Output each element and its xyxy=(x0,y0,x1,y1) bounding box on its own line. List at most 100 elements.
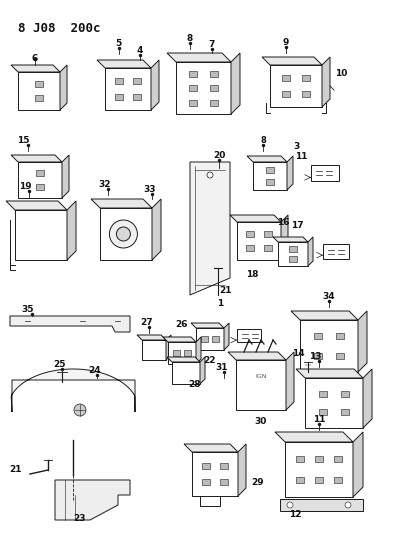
Polygon shape xyxy=(192,452,238,496)
Text: 35: 35 xyxy=(22,305,34,314)
Polygon shape xyxy=(253,162,287,190)
Polygon shape xyxy=(281,215,288,260)
Polygon shape xyxy=(334,456,342,462)
Polygon shape xyxy=(210,70,218,77)
Text: 6: 6 xyxy=(32,54,38,63)
Text: 31: 31 xyxy=(216,363,228,372)
Text: 8: 8 xyxy=(187,34,193,43)
Polygon shape xyxy=(236,360,286,410)
Text: 19: 19 xyxy=(19,182,31,191)
Polygon shape xyxy=(200,357,205,384)
Polygon shape xyxy=(296,456,304,462)
Text: 8: 8 xyxy=(260,136,266,145)
Polygon shape xyxy=(287,156,293,190)
Polygon shape xyxy=(11,65,60,72)
Polygon shape xyxy=(296,369,363,378)
Text: 11: 11 xyxy=(313,415,325,424)
Polygon shape xyxy=(36,170,44,176)
Polygon shape xyxy=(55,480,130,520)
Polygon shape xyxy=(35,95,43,101)
Polygon shape xyxy=(341,409,349,415)
Polygon shape xyxy=(133,78,141,84)
Polygon shape xyxy=(202,463,210,469)
Polygon shape xyxy=(358,311,367,372)
Polygon shape xyxy=(167,53,231,62)
Text: 32: 32 xyxy=(99,180,111,189)
Polygon shape xyxy=(341,391,349,397)
Circle shape xyxy=(74,404,86,416)
Polygon shape xyxy=(173,350,179,356)
Text: 28: 28 xyxy=(188,380,201,389)
Text: 30: 30 xyxy=(255,417,267,426)
Polygon shape xyxy=(289,256,297,262)
Text: 26: 26 xyxy=(176,320,188,329)
Polygon shape xyxy=(190,162,230,295)
Polygon shape xyxy=(305,378,363,428)
Polygon shape xyxy=(273,237,308,242)
Polygon shape xyxy=(323,245,349,260)
Polygon shape xyxy=(196,328,224,350)
Polygon shape xyxy=(238,444,246,496)
Text: IGN: IGN xyxy=(255,374,267,378)
Polygon shape xyxy=(302,91,310,97)
Polygon shape xyxy=(314,353,322,359)
Polygon shape xyxy=(184,444,238,452)
Text: 25: 25 xyxy=(54,360,66,369)
Polygon shape xyxy=(166,335,171,360)
Polygon shape xyxy=(67,201,76,260)
Polygon shape xyxy=(11,155,62,162)
Polygon shape xyxy=(115,94,123,100)
Polygon shape xyxy=(62,155,69,198)
Polygon shape xyxy=(91,199,152,208)
Polygon shape xyxy=(264,245,271,252)
Polygon shape xyxy=(315,477,323,483)
Polygon shape xyxy=(237,222,281,260)
Polygon shape xyxy=(18,72,60,110)
Polygon shape xyxy=(105,68,151,110)
Polygon shape xyxy=(247,156,287,162)
Polygon shape xyxy=(176,62,231,114)
Polygon shape xyxy=(246,245,254,252)
Polygon shape xyxy=(237,329,261,342)
Text: 22: 22 xyxy=(204,356,216,365)
Text: 18: 18 xyxy=(246,270,258,279)
Polygon shape xyxy=(202,479,210,486)
Text: 9: 9 xyxy=(282,38,289,47)
Polygon shape xyxy=(11,369,135,412)
Polygon shape xyxy=(189,70,197,77)
Polygon shape xyxy=(163,337,196,342)
Polygon shape xyxy=(201,336,208,342)
Polygon shape xyxy=(278,242,308,266)
Polygon shape xyxy=(264,231,271,237)
Text: 13: 13 xyxy=(309,352,321,361)
Polygon shape xyxy=(15,210,67,260)
Polygon shape xyxy=(231,53,240,114)
Text: 24: 24 xyxy=(89,366,101,375)
Polygon shape xyxy=(212,336,219,342)
Text: 11: 11 xyxy=(295,152,307,161)
Polygon shape xyxy=(210,85,218,91)
Polygon shape xyxy=(322,57,330,107)
Polygon shape xyxy=(286,352,294,410)
Text: 10: 10 xyxy=(335,69,348,78)
Text: 7: 7 xyxy=(208,40,215,49)
Circle shape xyxy=(116,227,130,241)
Polygon shape xyxy=(168,342,196,364)
Polygon shape xyxy=(285,442,353,497)
Polygon shape xyxy=(133,94,141,100)
Text: 15: 15 xyxy=(17,136,29,145)
Polygon shape xyxy=(191,323,224,328)
Text: 33: 33 xyxy=(144,185,156,194)
Polygon shape xyxy=(220,463,228,469)
Polygon shape xyxy=(142,340,166,360)
Polygon shape xyxy=(353,432,363,497)
Polygon shape xyxy=(270,65,322,107)
Polygon shape xyxy=(60,65,67,110)
Text: 17: 17 xyxy=(291,221,304,230)
Text: 3: 3 xyxy=(293,142,299,151)
Polygon shape xyxy=(275,432,353,442)
Polygon shape xyxy=(280,499,363,511)
Polygon shape xyxy=(184,350,191,356)
Polygon shape xyxy=(302,75,310,81)
Polygon shape xyxy=(35,80,43,87)
